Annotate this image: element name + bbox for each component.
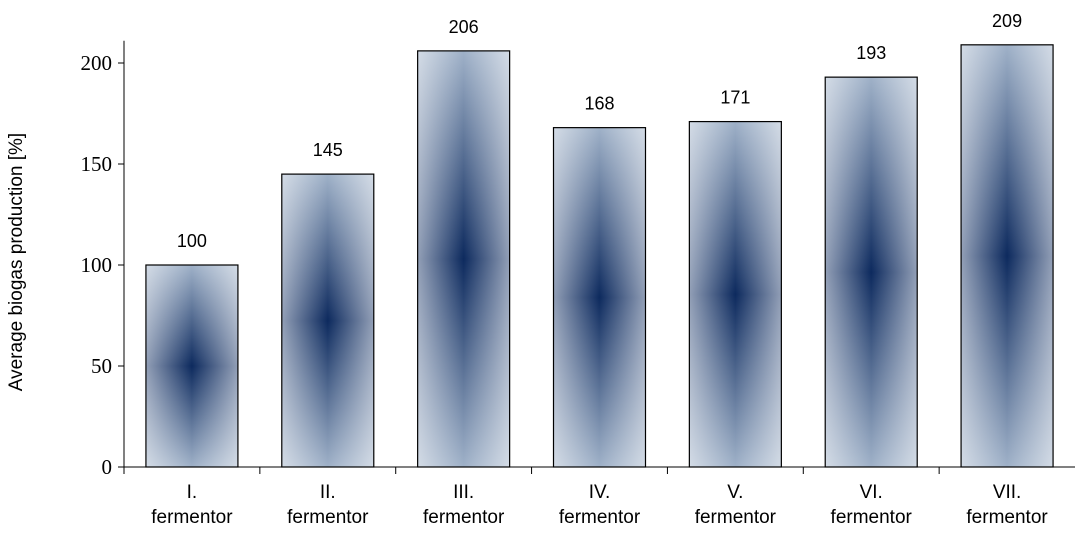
bar-group	[824, 76, 918, 468]
data-label: 206	[449, 17, 479, 37]
x-tick-label-line2: fermentor	[151, 507, 233, 528]
x-tick-label-line2: fermentor	[559, 507, 641, 528]
bar-outline	[824, 76, 918, 468]
bars	[145, 44, 1054, 468]
data-label: 209	[992, 11, 1022, 31]
x-tick-label: V.	[727, 482, 743, 503]
bar-outline	[552, 127, 647, 468]
x-tick-label-line2: fermentor	[966, 507, 1048, 528]
bar-group	[960, 44, 1054, 468]
bar-highlight	[825, 77, 918, 467]
x-tick-label: II.	[320, 482, 336, 503]
x-tick-label-line2: fermentor	[423, 507, 505, 528]
y-tick-label: 100	[81, 253, 113, 277]
bar-group	[688, 120, 782, 468]
y-tick-label: 200	[81, 51, 113, 75]
bar-highlight	[281, 174, 374, 467]
bar-group	[145, 264, 239, 468]
y-axis: 0 50 100 150 200	[81, 40, 125, 479]
x-tick-label-line2: fermentor	[695, 507, 777, 528]
bar-highlight	[689, 121, 782, 467]
x-tick-label: VI.	[860, 482, 883, 503]
data-label: 193	[856, 43, 886, 63]
data-label: 168	[584, 94, 614, 114]
x-tick-label-line2: fermentor	[831, 507, 913, 528]
x-tick-label: VII.	[993, 482, 1022, 503]
bar-group	[552, 127, 647, 468]
bar-group	[281, 173, 375, 468]
y-axis-title: Average biogas production [%]	[6, 133, 27, 391]
data-label: 145	[313, 140, 343, 160]
x-axis: I. fermentor II. fermentor III. fermentor IV. f…	[123, 466, 1075, 528]
bar-highlight	[961, 44, 1054, 467]
x-tick-label-line2: fermentor	[287, 507, 369, 528]
y-tick-label: 0	[102, 455, 113, 479]
bar-highlight	[553, 127, 646, 467]
x-tick-label: IV.	[589, 482, 611, 503]
bar-highlight	[145, 265, 238, 467]
x-tick-label: III.	[453, 482, 474, 503]
bar-outline	[960, 44, 1054, 468]
bar-highlight	[417, 50, 510, 467]
y-tick-label: 150	[81, 152, 113, 176]
value-labels: 100 145 206 168 171 193 209	[177, 11, 1022, 251]
bar-outline	[688, 120, 782, 468]
bar-group	[417, 50, 511, 468]
data-label: 171	[720, 88, 750, 108]
y-tick-label: 50	[91, 354, 112, 378]
data-label: 100	[177, 231, 207, 251]
bar-outline	[145, 264, 239, 468]
x-tick-label: I.	[187, 482, 198, 503]
bar-outline	[417, 50, 511, 468]
bar-outline	[281, 173, 375, 468]
